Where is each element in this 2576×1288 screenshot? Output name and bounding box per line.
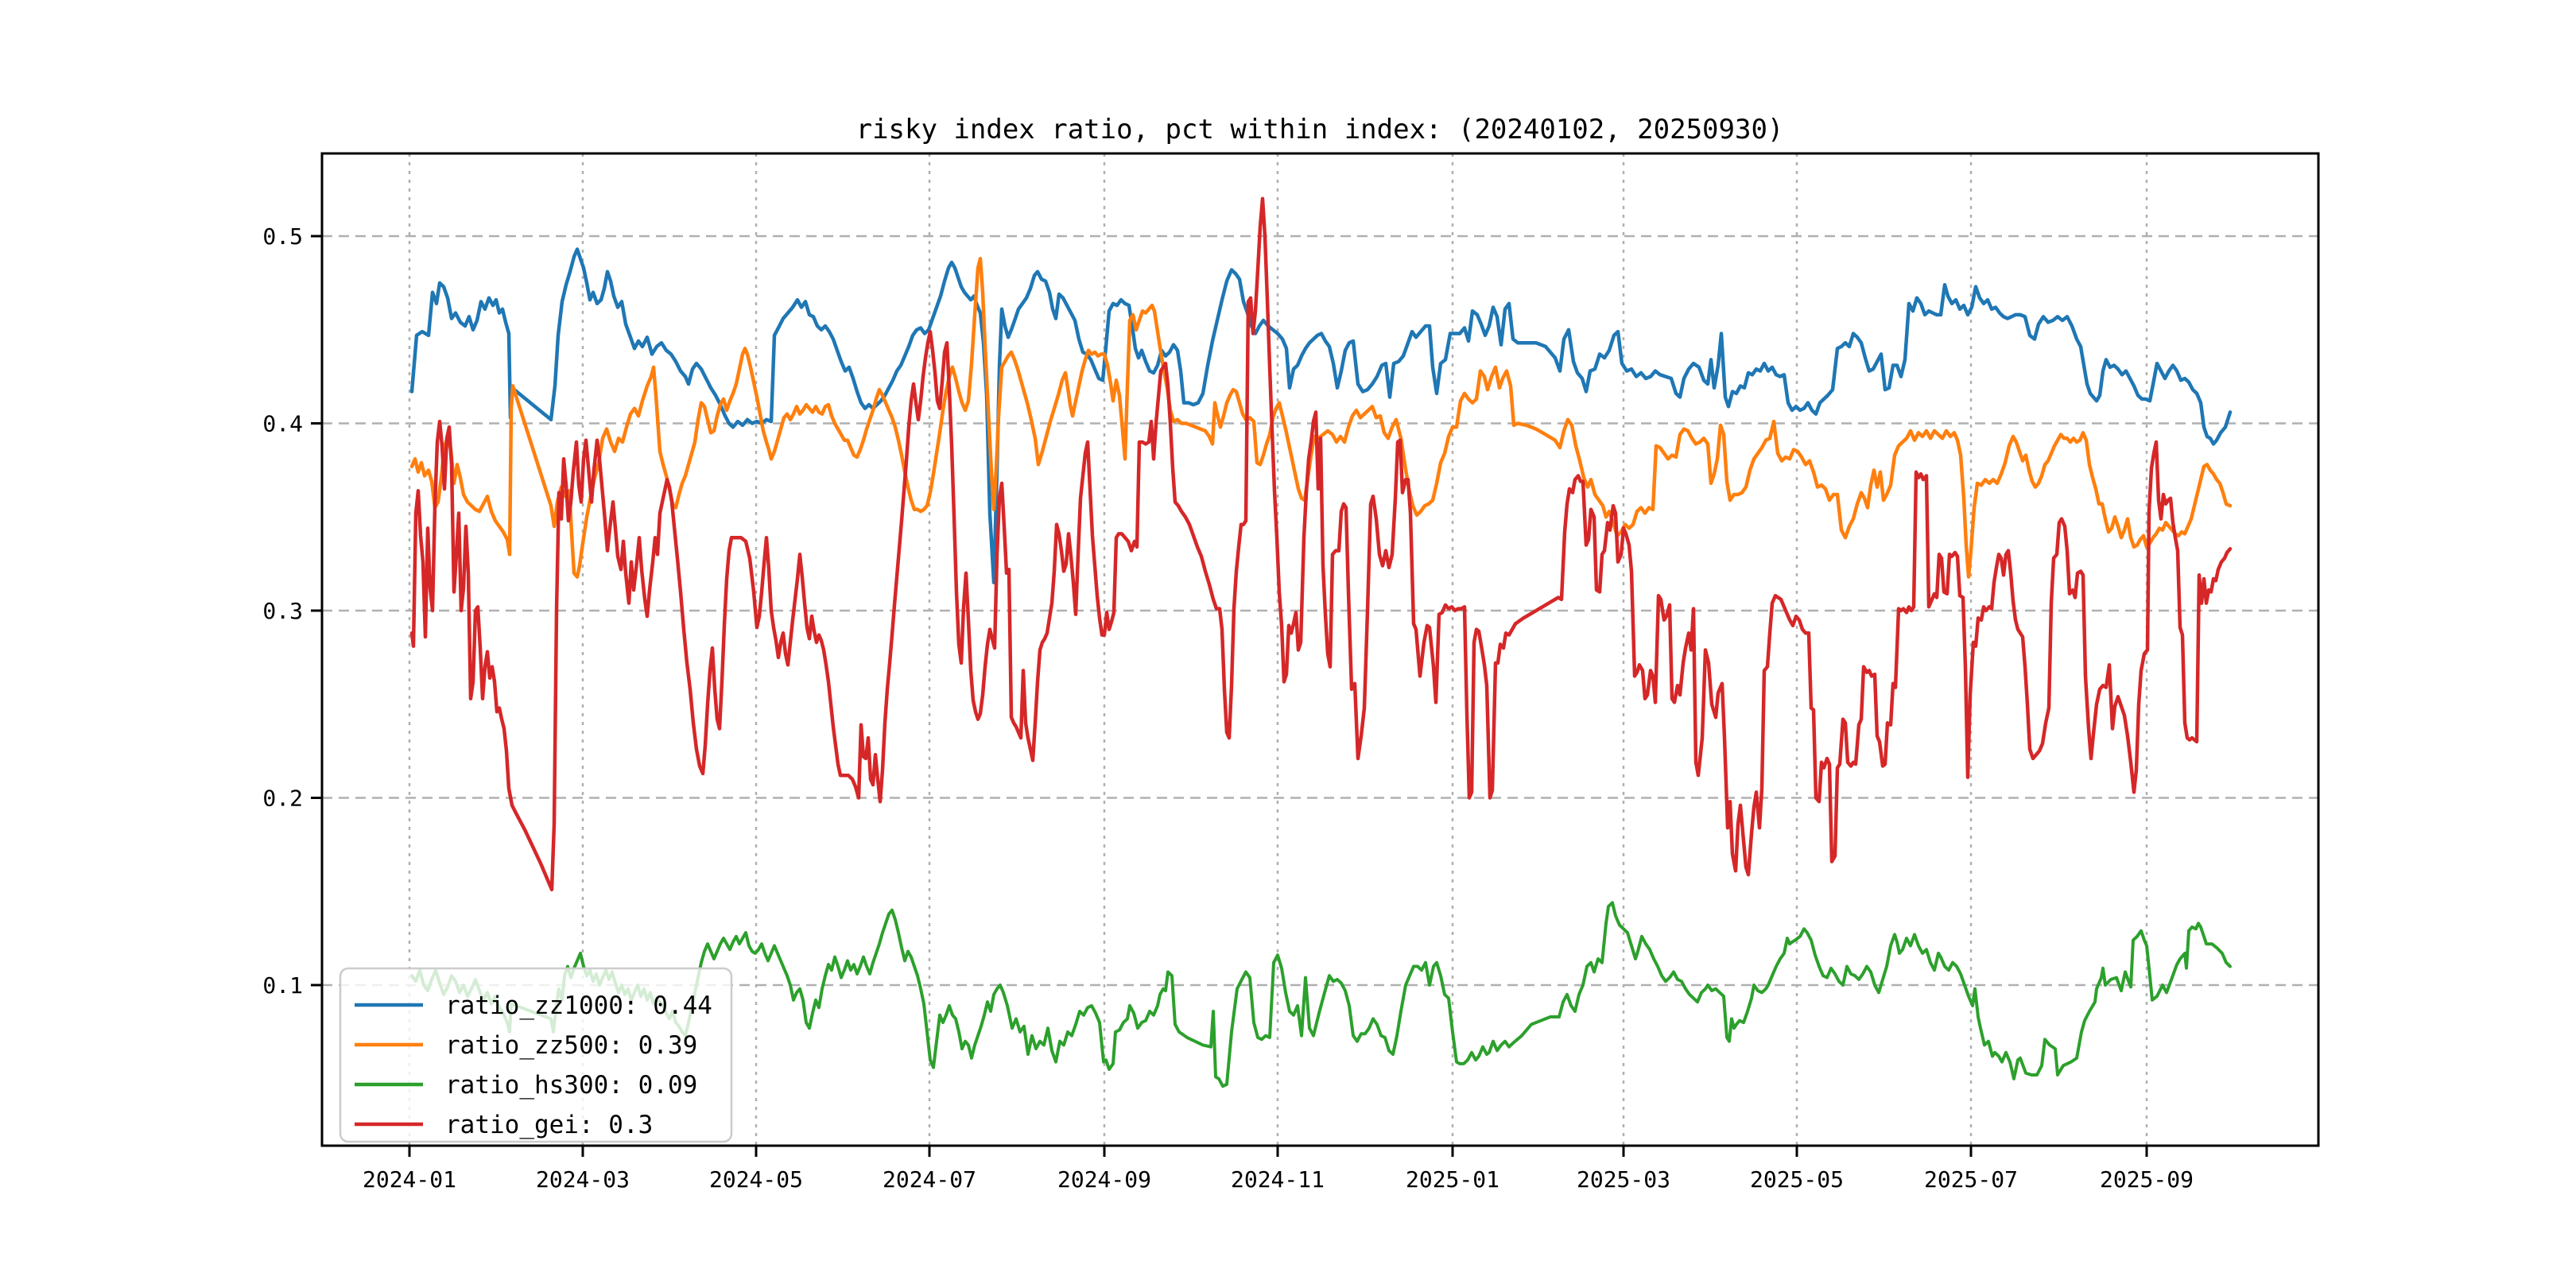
x-tick-label: 2025-09 (2100, 1166, 2194, 1193)
series-line-ratio_hs300 (410, 901, 2232, 1088)
x-tick-label: 2025-03 (1577, 1166, 1670, 1193)
legend: ratio_zz1000: 0.44 ratio_zz500: 0.39 ratio… (339, 967, 733, 1143)
series-line-ratio_gei (409, 196, 2233, 892)
x-tick-label: 2024-09 (1057, 1166, 1151, 1193)
x-tick-label: 2025-01 (1406, 1166, 1499, 1193)
legend-label-ratio_gei: ratio_gei: 0.3 (445, 1111, 653, 1139)
x-tick-label: 2025-05 (1750, 1166, 1844, 1193)
series-line-ratio_zz1000 (409, 247, 2233, 584)
y-tick-label: 0.2 (262, 786, 303, 812)
y-tick-label: 0.4 (262, 411, 303, 437)
axes-frame: 0.1 0.2 0.3 0.4 0.5 2024-01 2024-03 2024-05 2024… (262, 152, 2320, 1193)
y-tick-label: 0.3 (262, 598, 303, 624)
x-tick-label: 2024-05 (709, 1166, 803, 1193)
x-tick-label: 2024-07 (883, 1166, 976, 1193)
y-tick-label: 0.1 (262, 972, 303, 999)
legend-label-ratio_zz500: ratio_zz500: 0.39 (445, 1031, 697, 1060)
x-tick-label: 2025-07 (1924, 1166, 2018, 1193)
plot-border (320, 152, 2320, 1147)
legend-label-ratio_hs300: ratio_hs300: 0.09 (445, 1071, 697, 1100)
x-tick-label: 2024-11 (1231, 1166, 1325, 1193)
legend-label-ratio_zz1000: ratio_zz1000: 0.44 (445, 991, 712, 1020)
data-series (409, 196, 2233, 1088)
x-tick-label: 2024-01 (363, 1166, 456, 1193)
x-tick-label: 2024-03 (536, 1166, 630, 1193)
y-tick-label: 0.5 (262, 223, 303, 250)
series-line-ratio_zz500 (409, 257, 2233, 579)
chart-title: risky index ratio, pct within index: (20… (856, 114, 1784, 145)
legend-box (339, 967, 733, 1143)
